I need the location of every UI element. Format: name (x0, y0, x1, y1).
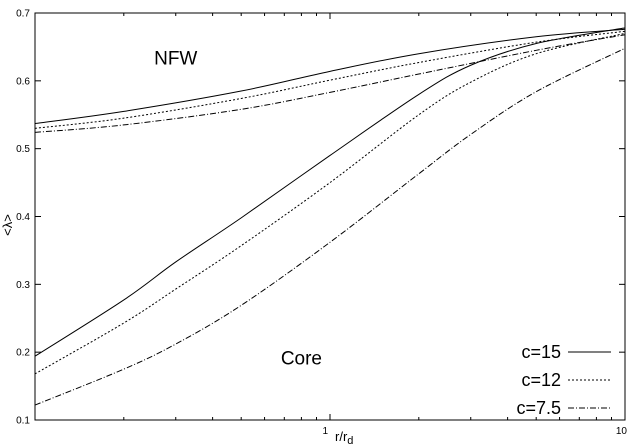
y-tick-label: 0.7 (16, 9, 30, 20)
series-line-core-dotted (34, 32, 626, 375)
y-tick-label: 0.1 (16, 416, 30, 427)
series-layer (34, 27, 626, 406)
y-tick-label: 0.2 (16, 348, 30, 359)
x-tick-label: 1 (322, 426, 328, 437)
x-tick-label: 10 (616, 426, 628, 437)
annotation-core: Core (281, 348, 322, 369)
legend-label: c=12 (521, 370, 561, 390)
y-tick-label: 0.6 (16, 76, 30, 87)
series-line-core-solid (34, 27, 626, 357)
series-line-nfw-solid (34, 28, 626, 125)
annotation-layer: NFW Core (154, 49, 322, 370)
legend: c=15 c=12 c=7.5 (516, 342, 611, 418)
series-line-core-dashdot (34, 47, 626, 406)
legend-label: c=15 (521, 342, 561, 362)
y-axis-label: <λ> (0, 214, 15, 236)
y-tick-label: 0.3 (16, 280, 30, 291)
tick-layer: 0.1 0.2 0.3 0.4 0.5 0.6 0.7 1 10 (16, 9, 627, 438)
series-line-nfw-dashdot (34, 34, 626, 133)
annotation-nfw: NFW (154, 49, 197, 70)
series-line-nfw-dotted (34, 30, 626, 129)
y-tick-label: 0.5 (16, 144, 30, 155)
legend-label: c=7.5 (516, 398, 561, 418)
x-axis-label: r/rd (335, 429, 353, 444)
y-tick-label: 0.4 (16, 212, 30, 223)
